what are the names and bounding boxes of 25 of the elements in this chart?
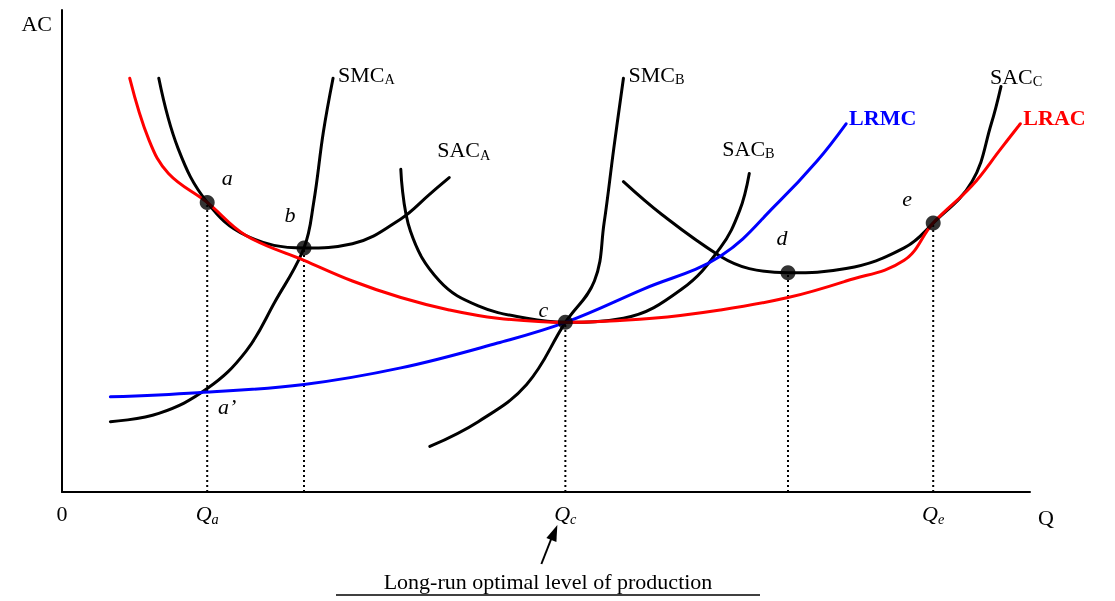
annotation: a’	[218, 393, 237, 419]
x-tick-label: Qc	[554, 501, 578, 527]
point	[925, 215, 941, 231]
point	[780, 265, 796, 281]
y-axis-title: AC	[21, 10, 52, 36]
series-label: SMCB	[628, 61, 685, 88]
series-label: SACA	[437, 137, 491, 163]
annotation: d	[776, 225, 789, 251]
annotation: a	[221, 164, 233, 190]
x-axis-title: Q	[1038, 504, 1054, 530]
annotation: e	[902, 185, 913, 211]
x-tick-label: Qa	[195, 501, 219, 527]
x-tick-label: Qe	[922, 501, 945, 527]
annotation: c	[538, 296, 549, 322]
series-label: LRAC	[1023, 105, 1086, 131]
annotation: b	[284, 202, 296, 228]
series-label: SMCA	[338, 61, 396, 88]
point	[296, 240, 312, 256]
point	[199, 194, 215, 210]
series-label: LRMC	[849, 105, 917, 131]
point	[557, 314, 573, 330]
text: 0	[56, 500, 68, 526]
series-label: SACB	[722, 135, 775, 162]
series-label: SACC	[989, 64, 1043, 90]
text: Long-run optimal level of production	[383, 568, 713, 594]
